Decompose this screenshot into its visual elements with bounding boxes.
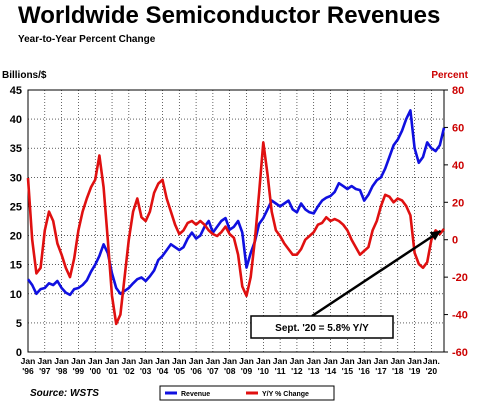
annotation-arrowhead xyxy=(429,230,441,241)
x-tick-label: Jan xyxy=(390,356,405,366)
y-left-tick-label: 30 xyxy=(10,172,22,184)
x-tick-label: '08 xyxy=(224,366,236,376)
y-left-tick-label: 40 xyxy=(10,114,22,126)
x-tick-label: Jan xyxy=(340,356,355,366)
x-tick-label: '17 xyxy=(375,366,387,376)
x-tick-label: '20 xyxy=(426,366,438,376)
x-tick-label: Jan xyxy=(155,356,170,366)
y-right-axis-label: Percent xyxy=(431,70,468,81)
series-line-revenue xyxy=(26,109,446,297)
series-line-yy-change xyxy=(26,141,446,326)
x-tick-label: Jan xyxy=(374,356,389,366)
x-tick-label: Jan. xyxy=(423,356,440,366)
annotation-text: Sept. '20 = 5.8% Y/Y xyxy=(275,323,369,334)
y-left-tick-label: 45 xyxy=(10,85,22,97)
x-tick-label: '97 xyxy=(39,366,51,376)
x-tick-label: '10 xyxy=(258,366,270,376)
y-right-tick-label: -40 xyxy=(452,310,468,322)
x-tick-label: Jan xyxy=(71,356,86,366)
y-left-axis-label: Billions/$ xyxy=(2,70,47,81)
legend-label-revenue: Revenue xyxy=(181,391,210,398)
x-tick-label: Jan xyxy=(105,356,120,366)
x-tick-label: Jan xyxy=(357,356,372,366)
y-left-tick-label: 35 xyxy=(10,143,22,155)
x-tick-label: '00 xyxy=(89,366,101,376)
x-tick-label: '18 xyxy=(392,366,404,376)
x-tick-label: '98 xyxy=(56,366,68,376)
x-tick-label: Jan xyxy=(21,356,36,366)
x-tick-label: Jan xyxy=(189,356,204,366)
plot-frame xyxy=(27,89,445,353)
x-tick-label: Jan xyxy=(37,356,52,366)
x-tick-label: '12 xyxy=(291,366,303,376)
x-tick-label: '09 xyxy=(241,366,253,376)
x-tick-label: '13 xyxy=(308,366,320,376)
annotation-box xyxy=(250,315,394,339)
x-tick-label: Jan xyxy=(54,356,69,366)
x-tick-label: Jan xyxy=(172,356,187,366)
x-tick-label: '96 xyxy=(22,366,34,376)
x-tick-label: '15 xyxy=(342,366,354,376)
x-tick-label: '02 xyxy=(123,366,135,376)
legend-label-yy-change: Y/Y % Change xyxy=(262,391,309,398)
x-tick-label: Jan xyxy=(407,356,422,366)
x-tick-label: Jan xyxy=(206,356,221,366)
x-tick-label: '11 xyxy=(275,366,286,376)
x-tick-label: Jan xyxy=(273,356,288,366)
x-tick-label: '05 xyxy=(174,366,186,376)
x-tick-label: '14 xyxy=(325,366,337,376)
chart-subtitle: Year-to-Year Percent Change xyxy=(18,34,156,45)
x-tick-label: Jan xyxy=(306,356,321,366)
y-left-tick-label: 5 xyxy=(16,318,22,330)
y-left-tick-label: 10 xyxy=(10,289,22,301)
y-right-tick-label: 60 xyxy=(452,122,464,134)
x-tick-label: Jan xyxy=(239,356,254,366)
y-left-tick-label: 15 xyxy=(10,260,22,272)
x-tick-label: Jan xyxy=(290,356,305,366)
x-tick-label: '19 xyxy=(409,366,421,376)
x-tick-label: Jan xyxy=(138,356,153,366)
y-right-tick-label: 0 xyxy=(452,235,458,247)
annotation-arrow xyxy=(311,229,442,318)
x-tick-label: Jan xyxy=(222,356,237,366)
x-tick-label: '06 xyxy=(190,366,202,376)
x-tick-label: Jan xyxy=(88,356,103,366)
x-tick-label: '01 xyxy=(106,366,118,376)
x-tick-label: '03 xyxy=(140,366,152,376)
y-right-tick-label: 40 xyxy=(452,160,464,172)
y-right-tick-label: 20 xyxy=(452,197,464,209)
y-left-tick-label: 25 xyxy=(10,201,22,213)
y-left-tick-label: 20 xyxy=(10,231,22,243)
x-tick-label: Jan xyxy=(256,356,271,366)
y-right-tick-label: -60 xyxy=(452,347,468,359)
x-tick-label: '16 xyxy=(358,366,370,376)
x-tick-label: '04 xyxy=(157,366,169,376)
y-left-tick-label: 0 xyxy=(16,347,22,359)
source-note: Source: WSTS xyxy=(30,388,99,399)
chart-title: Worldwide Semiconductor Revenues xyxy=(18,2,441,29)
x-tick-label: Jan xyxy=(323,356,338,366)
x-tick-label: Jan xyxy=(122,356,137,366)
y-right-tick-label: 80 xyxy=(452,85,464,97)
y-right-tick-label: -20 xyxy=(452,272,468,284)
x-tick-label: '99 xyxy=(73,366,85,376)
x-tick-label: '07 xyxy=(207,366,219,376)
